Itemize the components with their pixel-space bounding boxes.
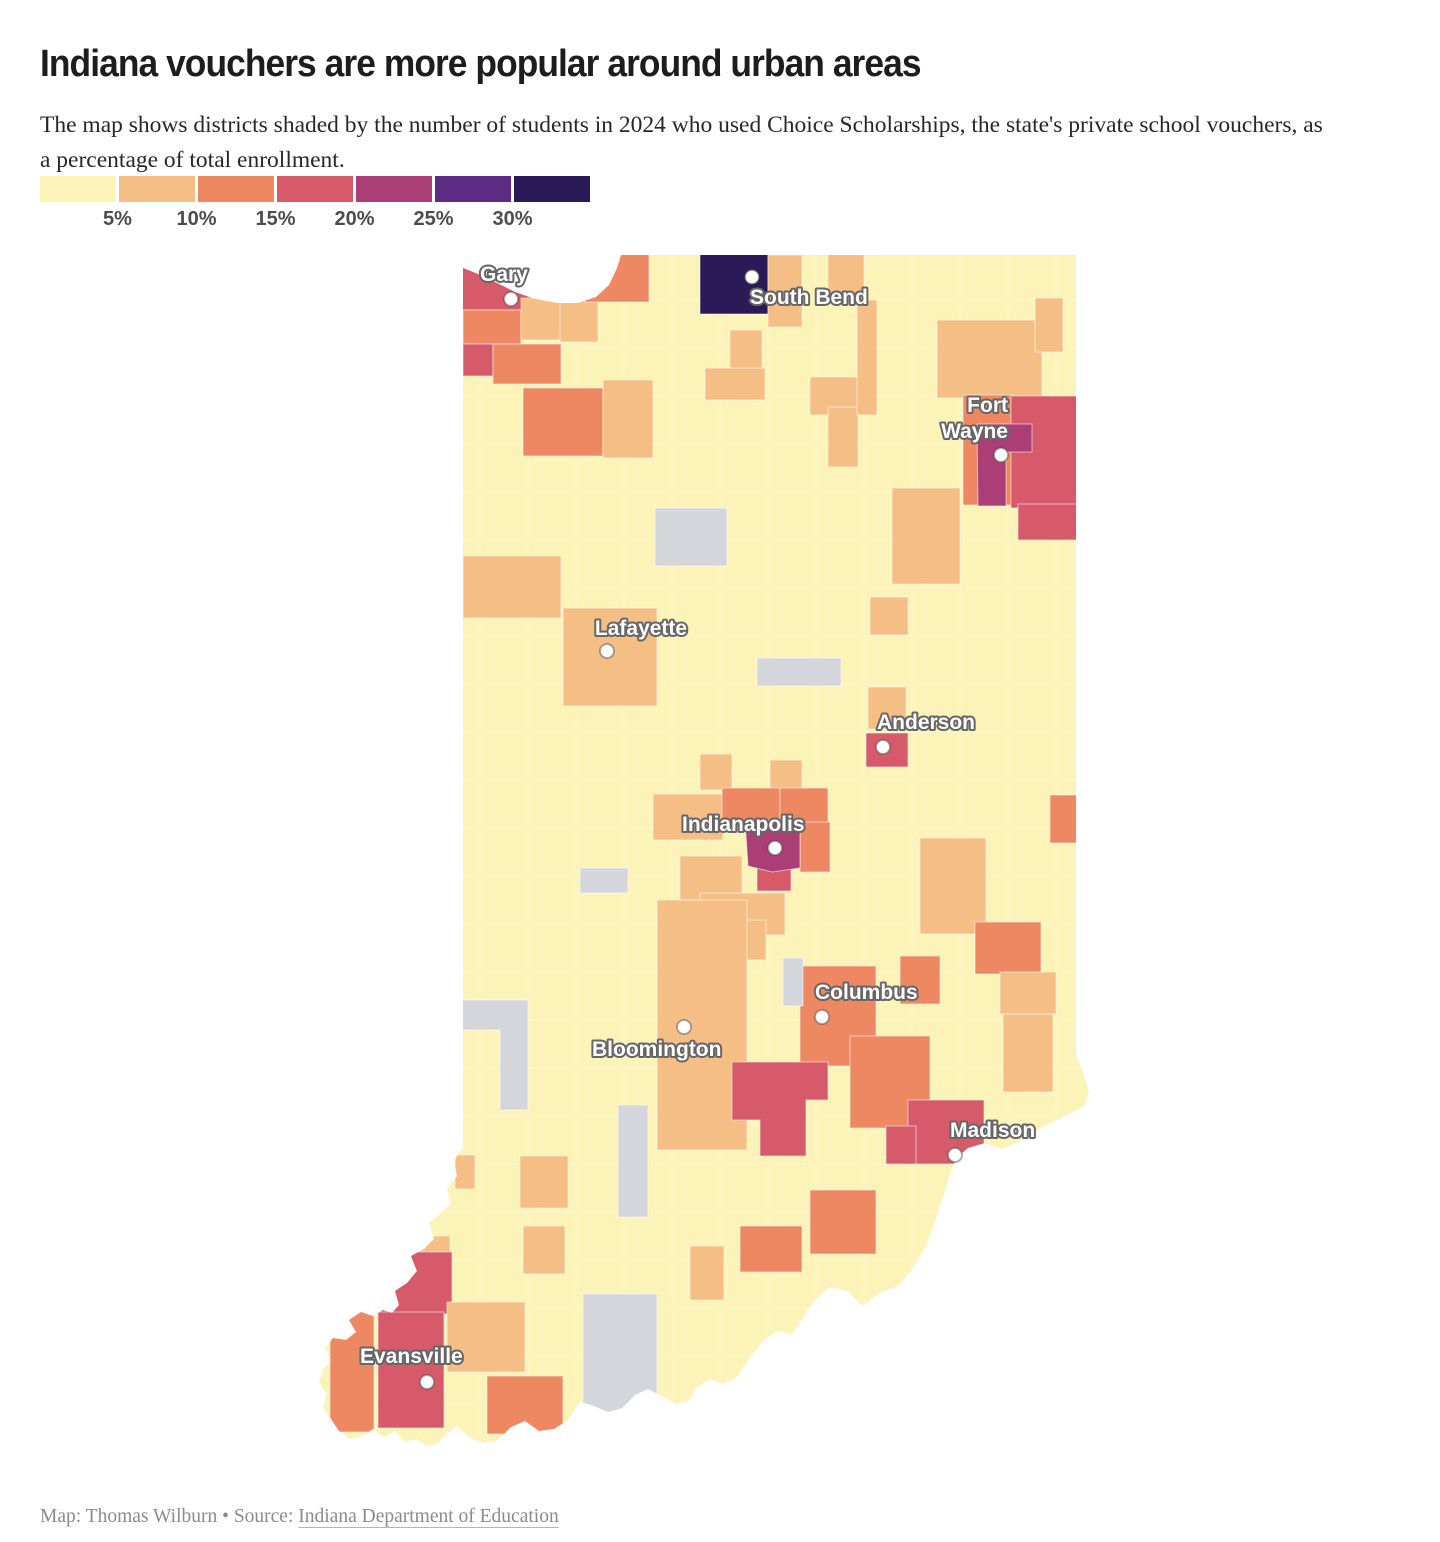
legend-swatch-1	[119, 176, 195, 202]
district[interactable]	[899, 955, 941, 1005]
district[interactable]	[867, 686, 907, 730]
district[interactable]	[584, 252, 650, 303]
city-dot-bloomington	[676, 1019, 692, 1035]
district[interactable]	[799, 821, 831, 873]
city-dot-anderson	[875, 739, 891, 755]
district[interactable]	[652, 793, 724, 841]
district[interactable]	[974, 921, 1042, 975]
district[interactable]	[1034, 297, 1064, 353]
city-markers-layer: Gary South Bend Fort Wayne Lafayette Anderson…	[358, 261, 1037, 1390]
city-dot-evansville	[419, 1374, 435, 1390]
district[interactable]	[522, 1225, 566, 1275]
district[interactable]	[617, 1104, 649, 1218]
legend-swatch-4	[356, 176, 432, 202]
district[interactable]	[689, 1245, 725, 1301]
source-link[interactable]: Indiana Department of Education	[298, 1505, 559, 1527]
city-dot-lafayette	[599, 643, 615, 659]
district[interactable]	[767, 255, 803, 328]
district[interactable]	[579, 867, 629, 894]
district[interactable]	[885, 1125, 917, 1165]
district[interactable]	[462, 309, 522, 345]
legend-tick-label: 10%	[176, 208, 217, 230]
district[interactable]	[454, 1154, 476, 1190]
district[interactable]	[522, 387, 604, 457]
district[interactable]	[446, 1301, 526, 1373]
city-label-evansville: Evansville	[360, 1345, 463, 1368]
legend-swatch-2	[198, 176, 274, 202]
legend-tick-label: 15%	[255, 208, 296, 230]
city-label-lafayette: Lafayette	[595, 617, 687, 640]
district[interactable]	[756, 657, 842, 687]
district[interactable]	[699, 753, 733, 791]
district[interactable]	[769, 759, 803, 793]
legend-swatch-6	[514, 176, 590, 202]
district[interactable]	[936, 319, 1043, 399]
city-label-bloomington: Bloomington	[592, 1038, 721, 1061]
legend-tick-label: 25%	[413, 208, 454, 230]
district[interactable]	[699, 252, 769, 315]
district[interactable]	[827, 406, 859, 468]
source-prefix: Source:	[233, 1505, 294, 1527]
legend-swatch-5	[435, 176, 511, 202]
district[interactable]	[1010, 395, 1078, 509]
city-label-south-bend: South Bend	[750, 286, 868, 309]
city-dot-madison	[947, 1147, 963, 1163]
district[interactable]	[1017, 503, 1079, 541]
district[interactable]	[782, 957, 804, 1007]
district[interactable]	[856, 299, 878, 416]
city-label-madison: Madison	[950, 1119, 1035, 1142]
legend-swatch-0	[40, 176, 116, 202]
city-label-fort-wayne: Fort Wayne	[941, 394, 1008, 443]
city-label-indianapolis: Indianapolis	[682, 813, 805, 836]
district[interactable]	[602, 379, 654, 459]
district[interactable]	[462, 555, 562, 619]
city-dot-indianapolis	[767, 840, 783, 856]
district[interactable]	[582, 1293, 658, 1425]
district[interactable]	[827, 252, 865, 297]
district[interactable]	[731, 1061, 829, 1157]
city-dot-gary	[503, 291, 519, 307]
district[interactable]	[486, 1375, 564, 1435]
district[interactable]	[919, 837, 987, 935]
page-title: Indiana vouchers are more popular around…	[40, 43, 921, 86]
district[interactable]	[809, 1189, 877, 1255]
district[interactable]	[1002, 1013, 1054, 1093]
district[interactable]	[371, 1251, 453, 1315]
legend-tick-label: 5%	[103, 208, 132, 230]
map-credit: Map: Thomas Wilburn	[40, 1505, 218, 1527]
legend-swatch-3	[277, 176, 353, 202]
district[interactable]	[869, 596, 909, 636]
legend-tick-label: 20%	[334, 208, 375, 230]
district[interactable]	[462, 343, 494, 377]
district[interactable]	[654, 507, 728, 567]
city-dot-fort-wayne	[993, 447, 1009, 463]
legend-tick-label: 30%	[492, 208, 533, 230]
district[interactable]	[377, 1311, 445, 1429]
district[interactable]	[999, 971, 1057, 1015]
city-dot-columbus	[814, 1009, 830, 1025]
attribution: Map: Thomas Wilburn • Source: Indiana De…	[40, 1506, 559, 1528]
district[interactable]	[1049, 794, 1081, 844]
city-label-anderson: Anderson	[877, 711, 975, 734]
district[interactable]	[519, 1155, 569, 1209]
city-dot-south-bend	[744, 269, 760, 285]
district[interactable]	[891, 487, 961, 585]
district[interactable]	[739, 1225, 803, 1273]
districts-layer	[329, 252, 1081, 1435]
city-label-gary: Gary	[480, 263, 528, 286]
city-label-columbus: Columbus	[815, 981, 918, 1004]
district[interactable]	[559, 299, 599, 343]
district[interactable]	[729, 329, 763, 371]
color-scale-legend: 5% 10% 15% 20% 25% 30%	[40, 176, 660, 234]
credit-separator: •	[222, 1505, 229, 1527]
district[interactable]	[492, 343, 562, 385]
map-subtitle: The map shows districts shaded by the nu…	[40, 111, 1323, 174]
district[interactable]	[704, 367, 766, 401]
